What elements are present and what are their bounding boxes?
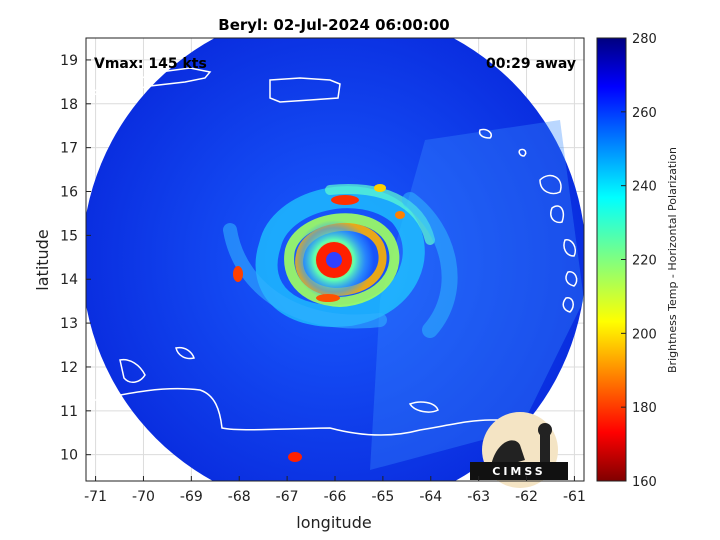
x-tick-label: -63 (467, 489, 490, 505)
x-axis-label: longitude (296, 513, 371, 532)
x-tick-label: -61 (563, 489, 586, 505)
y-tick-label: 18 (60, 97, 78, 113)
chart-title: Beryl: 02-Jul-2024 06:00:00 (218, 16, 449, 34)
colorbar-tick-label: 200 (632, 327, 657, 342)
eye (326, 252, 342, 268)
convective-cells (233, 184, 405, 462)
colorbar-tick-label: 180 (632, 401, 657, 416)
colorbar-tick-label: 240 (632, 180, 657, 195)
logo-banner (470, 462, 568, 480)
x-tick-label: -67 (276, 489, 299, 505)
y-axis-label: latitude (33, 229, 52, 290)
colorbar-tick-label: 160 (632, 475, 657, 490)
x-ticks: -71 -70 -69 -68 -67 -66 -65 -64 -63 -62 -61 (84, 476, 586, 505)
y-tick-label: 17 (60, 141, 78, 157)
y-tick-label: 12 (60, 360, 78, 376)
colorbar-tick-label: 220 (632, 254, 657, 269)
y-tick-label: 15 (60, 228, 78, 244)
y-tick-label: 14 (60, 272, 78, 288)
y-tick-label: 11 (60, 404, 78, 420)
y-tick-label: 16 (60, 185, 78, 201)
imagery (86, 38, 584, 481)
x-tick-label: -69 (180, 489, 203, 505)
x-tick-label: -71 (84, 489, 107, 505)
x-tick-label: -66 (324, 489, 347, 505)
colorbar-tick-label: 280 (632, 32, 657, 47)
x-tick-label: -64 (419, 489, 442, 505)
y-tick-label: 13 (60, 316, 78, 332)
cimss-logo[interactable]: CIMSS (470, 412, 568, 488)
colorbar-tick-label: 260 (632, 106, 657, 121)
colorbar-ticks: 280 260 240 220 200 180 160 (621, 32, 657, 490)
x-tick-label: -68 (228, 489, 251, 505)
y-ticks: 10 11 12 13 14 15 16 17 18 19 (60, 53, 91, 464)
coastlines (86, 67, 578, 436)
colorbar-label: Brightness Temp - Horizontal Polarizatio… (666, 147, 679, 373)
time-offset-annotation: 00:29 away (486, 56, 576, 72)
vmax-annotation: Vmax: 145 kts (94, 56, 207, 72)
y-tick-label: 19 (60, 53, 78, 69)
x-tick-label: -65 (371, 489, 394, 505)
logo-tower-icon (540, 425, 550, 465)
x-tick-label: -70 (132, 489, 155, 505)
y-tick-label: 10 (60, 448, 78, 464)
x-tick-label: -62 (515, 489, 538, 505)
logo-text: CIMSS (492, 465, 545, 478)
